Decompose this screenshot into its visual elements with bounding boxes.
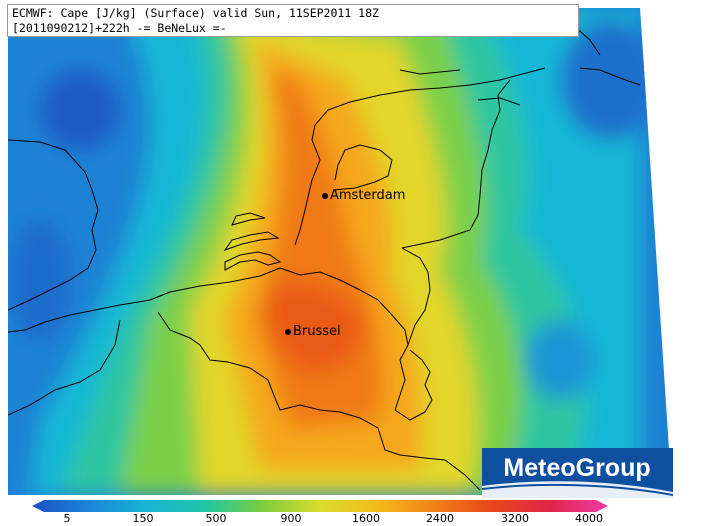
meteogroup-logo: MeteoGroup [482,448,673,498]
header-line-1: ECMWF: Cape [J/kg] (Surface) valid Sun, … [12,6,379,20]
scale-label-1600: 1600 [352,512,380,525]
logo-text: MeteoGroup [503,454,650,482]
city-label-amsterdam: Amsterdam [330,188,406,203]
scale-label-5: 5 [63,512,71,525]
scale-label-4000: 4000 [575,512,603,525]
scale-label-150: 150 [132,512,154,525]
scale-label-2400: 2400 [426,512,454,525]
city-dot-brussel [285,329,291,335]
scale-labels: 5 150 500 900 1600 2400 3200 4000 [0,512,725,526]
coastlines-and-borders [8,13,641,491]
header-line-2: [2011090212]+222h -= BeNeLux =- [12,21,227,35]
scale-label-900: 900 [280,512,302,525]
scale-label-3200: 3200 [501,512,529,525]
color-scale-bar [32,500,608,512]
city-dot-amsterdam [322,193,328,199]
city-label-brussel: Brussel [293,324,341,339]
map-header: ECMWF: Cape [J/kg] (Surface) valid Sun, … [7,4,579,37]
scale-label-500: 500 [205,512,227,525]
